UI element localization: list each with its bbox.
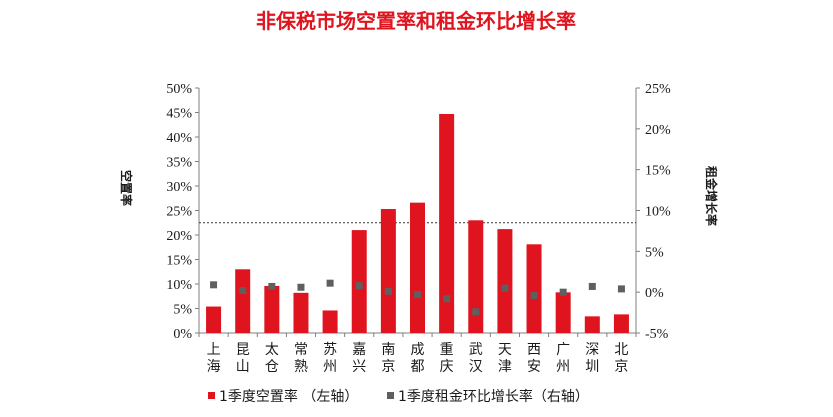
bar-上海	[206, 306, 222, 333]
bar-成都	[410, 202, 425, 333]
x-tick-label: 熟	[294, 359, 308, 375]
point-太仓	[268, 282, 276, 290]
y-tick-label-left: 10%	[166, 278, 192, 293]
x-tick-label: 兴	[352, 359, 366, 375]
x-tick-label: 上	[207, 342, 221, 358]
point-嘉兴	[355, 282, 363, 290]
point-成都	[414, 291, 421, 299]
bars	[206, 113, 629, 333]
bar-嘉兴	[351, 230, 367, 333]
y-tick-label-left: 15%	[166, 254, 192, 269]
x-tick-label: 津	[498, 359, 512, 375]
x-tick-label: 天	[498, 342, 512, 358]
bar-广州	[555, 292, 571, 333]
y-tick-label-left: 30%	[166, 180, 192, 195]
y-tick-label-right: 10%	[645, 205, 671, 220]
y-axis-title-right: 租金增长率	[704, 166, 719, 226]
point-武汉	[472, 308, 480, 316]
x-tick-label: 州	[323, 359, 337, 375]
y-tick-label-right: 15%	[645, 164, 671, 179]
y-tick-label-right: 25%	[645, 82, 671, 97]
point-常熟	[297, 283, 305, 291]
point-上海	[210, 281, 218, 289]
x-tick-label: 西	[527, 342, 541, 358]
bar-天津	[497, 229, 513, 333]
x-tick-label: 昆	[236, 342, 250, 358]
point-重庆	[443, 295, 451, 303]
legend: 1季度空置率 （左轴） 1季度租金环比增长率（右轴）	[208, 388, 589, 405]
point-广州	[559, 288, 567, 296]
bar-北京	[613, 314, 629, 333]
x-tick-label: 太	[265, 342, 279, 358]
point-深圳	[588, 282, 596, 290]
x-tick-label: 海	[207, 359, 221, 375]
chart-title: 非保税市场空置率和租金环比增长率	[256, 9, 576, 33]
y-tick-label-left: 40%	[166, 131, 192, 146]
y-tick-label-right: 5%	[645, 245, 664, 260]
labels: 0% 5% 10% 15% 20% 25% 30% 35% 40% 45% 50% -5% 0% 5% 10…	[119, 82, 719, 375]
point-南京	[384, 287, 392, 295]
x-tick-label: 州	[556, 359, 570, 375]
x-tick-label: 常	[294, 342, 308, 358]
y-tick-label-left: 45%	[166, 107, 192, 122]
x-tick-label: 南	[381, 342, 395, 358]
y-tick-label-left: 50%	[166, 82, 192, 97]
point-昆山	[239, 287, 247, 295]
x-tick-label: 山	[236, 359, 250, 375]
legend-label-bar: 1季度空置率 （左轴）	[219, 388, 358, 405]
bar-苏州	[322, 310, 338, 333]
bar-常熟	[293, 292, 309, 333]
x-tick-label: 安	[527, 359, 541, 375]
bar-南京	[380, 209, 396, 333]
bar-太仓	[264, 285, 280, 333]
y-tick-label-left: 35%	[166, 156, 192, 171]
point-天津	[501, 284, 509, 292]
y-axis-title-left: 空置率	[119, 170, 134, 206]
x-tick-label: 北	[614, 342, 628, 358]
bar-武汉	[468, 220, 484, 333]
x-tick-label: 仓	[265, 359, 279, 375]
x-tick-label: 庆	[440, 359, 454, 375]
x-tick-label: 嘉	[352, 342, 366, 358]
y-tick-label-right: 0%	[645, 286, 664, 301]
points	[210, 279, 625, 316]
y-tick-label-right: 20%	[645, 123, 671, 138]
y-tick-label-left: 5%	[173, 303, 192, 318]
x-tick-label: 都	[411, 359, 425, 375]
x-tick-label: 京	[381, 359, 395, 375]
x-tick-label: 汉	[469, 359, 483, 375]
bar-昆山	[235, 269, 251, 333]
y-tick-label-right: -5%	[645, 327, 669, 342]
legend-swatch-point	[387, 392, 394, 399]
x-tick-label: 成	[411, 342, 425, 358]
legend-swatch-bar	[208, 392, 215, 399]
x-tick-label: 深	[585, 342, 599, 358]
legend-label-point: 1季度租金环比增长率（右轴）	[398, 388, 589, 405]
x-tick-label: 圳	[585, 359, 599, 375]
y-tick-label-left: 0%	[173, 327, 192, 342]
x-tick-label: 京	[614, 359, 628, 375]
bar-重庆	[439, 113, 455, 333]
x-tick-label: 武	[469, 342, 483, 358]
point-西安	[530, 291, 538, 299]
point-苏州	[326, 279, 334, 287]
y-tick-label-left: 25%	[166, 205, 192, 220]
point-北京	[617, 285, 625, 293]
bar-西安	[526, 244, 542, 333]
bar-深圳	[584, 316, 600, 333]
x-tick-label: 苏	[323, 342, 337, 358]
x-tick-label: 重	[440, 342, 454, 358]
y-tick-label-left: 20%	[166, 229, 192, 244]
x-tick-label: 广	[556, 342, 570, 358]
